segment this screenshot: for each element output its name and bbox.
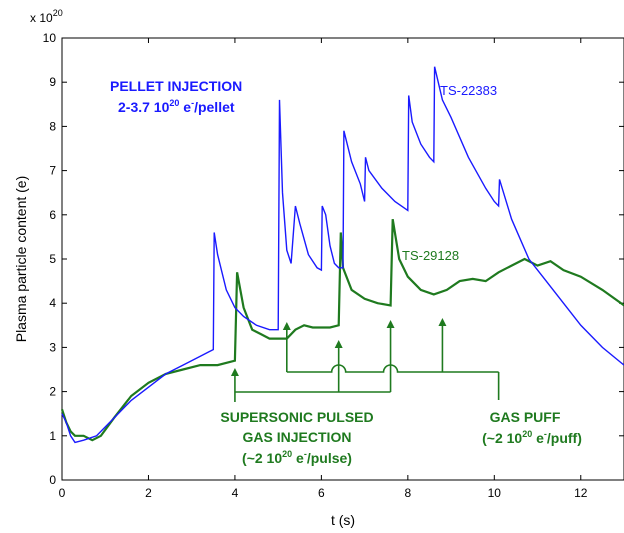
- y-multiplier: x 1020: [30, 8, 63, 25]
- y-tick-label: 5: [49, 252, 56, 266]
- gaspuff-arrow-head: [282, 322, 291, 330]
- y-tick-label: 1: [49, 429, 56, 443]
- x-ticks: 0 2 4 6 8 10 12: [59, 38, 588, 500]
- y-tick-label: 4: [49, 296, 56, 310]
- gaspuff-annotation-line2: (~2 1020 e-/puff): [482, 429, 582, 446]
- series-tag-ts-29128: TS-29128: [402, 248, 459, 263]
- x-tick-label: 4: [232, 486, 239, 500]
- x-axis-label: t (s): [331, 512, 355, 528]
- x-tick-label: 0: [59, 486, 66, 500]
- y-tick-label: 8: [49, 119, 56, 133]
- gaspuff-annotation-line1: GAS PUFF: [490, 409, 561, 425]
- supersonic-annotation-line3: (~2 1020 e-/pulse): [242, 449, 352, 466]
- x-tick-label: 8: [405, 486, 412, 500]
- supersonic-arrow-head: [230, 368, 239, 376]
- y-ticks: 0 1 2 3 4 5 6 7 8 9 10: [43, 31, 624, 487]
- y-tick-label: 9: [49, 75, 56, 89]
- supersonic-annotation-line1: SUPERSONIC PULSED: [220, 409, 373, 425]
- pellet-annotation-line2: 2-3.7 1020 e-/pellet: [118, 98, 235, 115]
- pellet-annotation-line1: PELLET INJECTION: [110, 78, 242, 94]
- y-tick-label: 10: [43, 31, 57, 45]
- y-tick-label: 7: [49, 164, 56, 178]
- y-tick-label: 2: [49, 385, 56, 399]
- y-tick-label: 6: [49, 208, 56, 222]
- gaspuff-arrow-head: [438, 318, 447, 326]
- x-tick-label: 12: [574, 486, 588, 500]
- annotation-connectors: [230, 318, 500, 402]
- y-tick-label: 3: [49, 340, 56, 354]
- x-tick-label: 6: [318, 486, 325, 500]
- x-tick-label: 2: [145, 486, 152, 500]
- y-axis-label: Plasma particle content (e): [13, 176, 29, 343]
- supersonic-annotation-line2: GAS INJECTION: [243, 429, 352, 445]
- gaspuff-bracket-line: [286, 364, 499, 373]
- series-line-ts-29128: [60, 219, 624, 442]
- y-tick-label: 0: [49, 473, 56, 487]
- supersonic-arrow-head: [334, 340, 343, 348]
- supersonic-arrow-head: [386, 320, 395, 328]
- series-line-ts-22383: [61, 66, 624, 444]
- x-tick-label: 10: [488, 486, 502, 500]
- series-tag-ts-22383: TS-22383: [440, 83, 497, 98]
